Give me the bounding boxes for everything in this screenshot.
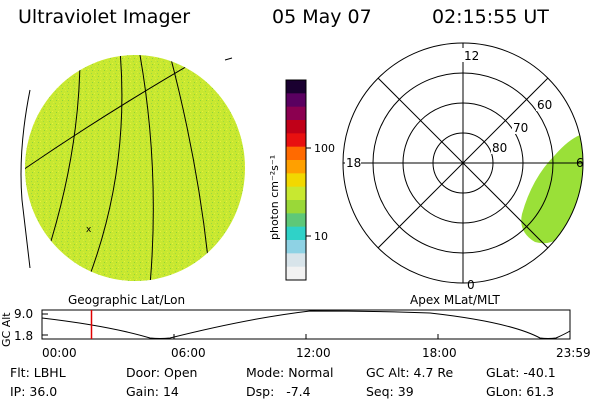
y-tick-label: 1.8 <box>14 329 33 343</box>
colorbar-segment <box>286 253 306 268</box>
colorbar-segment <box>286 133 306 148</box>
time-label: 02:15:55 UT <box>432 6 549 28</box>
coastline <box>20 89 31 269</box>
status-flt: Flt: LBHL <box>10 365 66 380</box>
x-tick-label: 23:59 <box>556 346 591 360</box>
lat-label-60: 60 <box>537 98 552 112</box>
app-title: Ultraviolet Imager <box>18 6 191 28</box>
label-bg <box>512 121 530 134</box>
colorbar-segment <box>286 93 306 108</box>
lat-label-70: 70 <box>513 121 528 135</box>
date-label: 05 May 07 <box>272 6 372 28</box>
colorbar-segment <box>286 213 306 228</box>
subsatellite-marker: x <box>86 225 92 235</box>
colorbar-segment <box>286 226 306 241</box>
colorbar-frame <box>285 79 307 281</box>
colorbar-segment <box>286 173 306 188</box>
colorbar-segment <box>286 160 306 174</box>
mlt-label-18: 18 <box>346 156 361 170</box>
disk-texture <box>25 55 245 281</box>
y-axis-label: GC Alt <box>0 312 13 347</box>
colorbar-segment <box>286 120 306 134</box>
colorbar-tick-label: 100 <box>314 142 335 155</box>
colorbar-segment <box>286 146 306 161</box>
colorbar-segment <box>286 200 306 214</box>
geographic-image: x <box>20 55 245 281</box>
status-ip: IP: 36.0 <box>10 384 58 399</box>
colorbar-segment <box>286 266 306 281</box>
status-glat: GLat: -40.1 <box>486 365 556 380</box>
mlt-label-0: 0 <box>467 278 475 292</box>
x-tick-label: 12:00 <box>296 346 331 360</box>
longitude-line <box>87 55 123 281</box>
label-bg <box>491 141 509 154</box>
label-bg <box>345 156 361 169</box>
status-gc-alt: GC Alt: 4.7 Re <box>366 365 454 380</box>
altitude-timeline: 9.0 1.8 GC Alt 00:00 06:00 12:00 18:00 2… <box>0 307 591 360</box>
longitude-line <box>169 55 211 279</box>
colorbar-unit-label: photon cm⁻²s⁻¹ <box>268 155 281 240</box>
status-dsp: Dsp: -7.4 <box>246 384 311 399</box>
mlt-label-12: 12 <box>464 49 479 63</box>
status-seq: Seq: 39 <box>366 384 414 399</box>
colorbar-segment <box>286 240 306 254</box>
right-panel-caption: Apex MLat/MLT <box>410 293 500 307</box>
status-glon: GLon: 61.3 <box>486 384 555 399</box>
y-tick-label: 9.0 <box>14 307 33 321</box>
auroral-emission-patch <box>521 135 583 244</box>
colorbar-segment <box>286 186 306 201</box>
status-mode: Mode: Normal <box>246 365 334 380</box>
colorbar-segment <box>286 106 306 121</box>
colorbar-tick-label: 10 <box>314 230 328 243</box>
colorbar-segment <box>286 80 306 94</box>
coast-fragment <box>224 57 233 61</box>
lat-label-80: 80 <box>492 141 507 155</box>
mlt-label-6: 6 <box>576 156 584 170</box>
polar-plot: 12 18 6 0 60 70 80 <box>342 42 584 292</box>
left-panel-caption: Geographic Lat/Lon <box>68 293 185 307</box>
label-bg <box>536 98 554 111</box>
color-scale-bar <box>286 80 306 281</box>
x-tick-label: 06:00 <box>171 346 206 360</box>
x-tick-label: 18:00 <box>422 346 457 360</box>
status-gain: Gain: 14 <box>126 384 179 399</box>
mlt-line-diagonal <box>377 77 549 249</box>
altitude-curve <box>41 310 571 339</box>
longitude-line <box>139 55 154 281</box>
x-tick-label: 00:00 <box>42 346 77 360</box>
status-door: Door: Open <box>126 365 198 380</box>
label-bg <box>462 48 476 62</box>
